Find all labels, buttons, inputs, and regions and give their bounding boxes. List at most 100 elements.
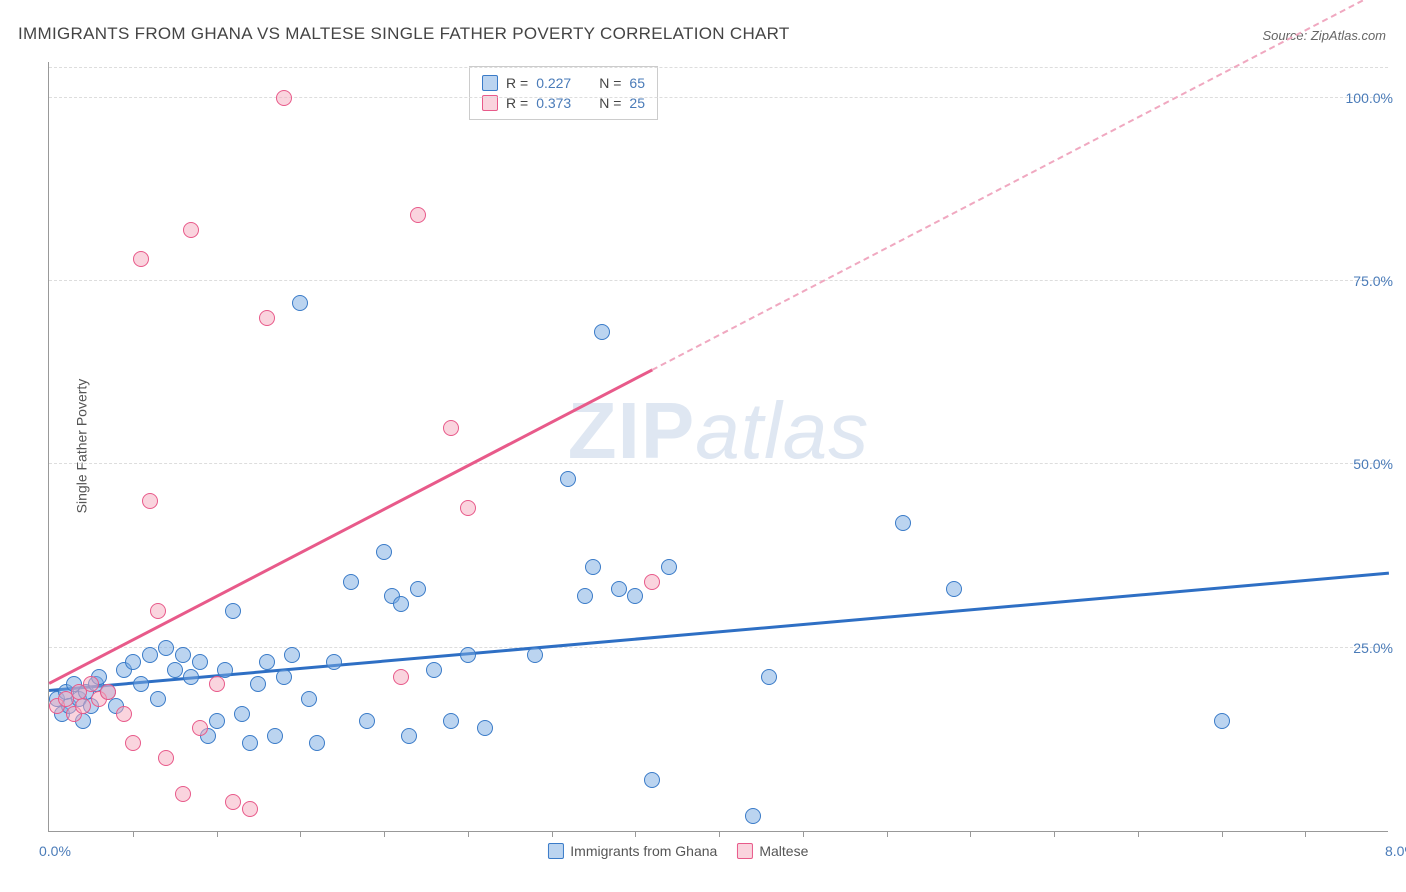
data-point-maltese bbox=[100, 684, 116, 700]
data-point-ghana bbox=[946, 581, 962, 597]
x-tick bbox=[970, 831, 971, 837]
n-value: 65 bbox=[629, 75, 645, 91]
x-tick bbox=[468, 831, 469, 837]
data-point-ghana bbox=[343, 574, 359, 590]
data-point-ghana bbox=[242, 735, 258, 751]
legend-swatch-maltese bbox=[737, 843, 753, 859]
data-point-ghana bbox=[611, 581, 627, 597]
data-point-ghana bbox=[644, 772, 660, 788]
r-value: 0.227 bbox=[536, 75, 571, 91]
data-point-ghana bbox=[175, 647, 191, 663]
data-point-ghana bbox=[426, 662, 442, 678]
data-point-maltese bbox=[125, 735, 141, 751]
data-point-maltese bbox=[644, 574, 660, 590]
data-point-maltese bbox=[460, 500, 476, 516]
data-point-ghana bbox=[661, 559, 677, 575]
data-point-maltese bbox=[175, 786, 191, 802]
trend-line-maltese-solid bbox=[48, 368, 652, 684]
data-point-ghana bbox=[133, 676, 149, 692]
data-point-ghana bbox=[209, 713, 225, 729]
data-point-ghana bbox=[259, 654, 275, 670]
data-point-maltese bbox=[242, 801, 258, 817]
y-tick-label: 75.0% bbox=[1343, 273, 1393, 289]
data-point-ghana bbox=[560, 471, 576, 487]
data-point-ghana bbox=[250, 676, 266, 692]
data-point-ghana bbox=[761, 669, 777, 685]
data-point-ghana bbox=[309, 735, 325, 751]
x-tick bbox=[1305, 831, 1306, 837]
data-point-ghana bbox=[401, 728, 417, 744]
gridline-h bbox=[49, 97, 1388, 98]
legend-swatch-ghana bbox=[482, 75, 498, 91]
x-tick bbox=[1054, 831, 1055, 837]
data-point-ghana bbox=[167, 662, 183, 678]
r-label: R = bbox=[506, 75, 528, 91]
data-point-ghana bbox=[292, 295, 308, 311]
correlation-legend: R =0.227N =65R =0.373N =25 bbox=[469, 66, 658, 120]
legend-label-maltese: Maltese bbox=[759, 843, 808, 859]
data-point-ghana bbox=[284, 647, 300, 663]
legend-item-ghana: Immigrants from Ghana bbox=[548, 843, 717, 859]
data-point-ghana bbox=[577, 588, 593, 604]
n-label: N = bbox=[599, 75, 621, 91]
data-point-maltese bbox=[393, 669, 409, 685]
data-point-maltese bbox=[116, 706, 132, 722]
data-point-maltese bbox=[150, 603, 166, 619]
data-point-ghana bbox=[1214, 713, 1230, 729]
data-point-ghana bbox=[477, 720, 493, 736]
data-point-maltese bbox=[75, 698, 91, 714]
data-point-ghana bbox=[183, 669, 199, 685]
data-point-ghana bbox=[443, 713, 459, 729]
x-tick bbox=[803, 831, 804, 837]
data-point-ghana bbox=[125, 654, 141, 670]
data-point-ghana bbox=[326, 654, 342, 670]
x-origin-label: 0.0% bbox=[39, 843, 71, 859]
data-point-ghana bbox=[234, 706, 250, 722]
x-tick bbox=[887, 831, 888, 837]
gridline-h bbox=[49, 463, 1388, 464]
data-point-ghana bbox=[267, 728, 283, 744]
x-tick bbox=[1222, 831, 1223, 837]
data-point-ghana bbox=[359, 713, 375, 729]
legend-swatch-ghana bbox=[548, 843, 564, 859]
data-point-maltese bbox=[158, 750, 174, 766]
data-point-ghana bbox=[142, 647, 158, 663]
data-point-ghana bbox=[627, 588, 643, 604]
x-tick bbox=[217, 831, 218, 837]
data-point-ghana bbox=[217, 662, 233, 678]
data-point-maltese bbox=[276, 90, 292, 106]
legend-item-maltese: Maltese bbox=[737, 843, 808, 859]
x-end-label: 8.0% bbox=[1385, 843, 1389, 859]
data-point-ghana bbox=[192, 654, 208, 670]
data-point-maltese bbox=[443, 420, 459, 436]
watermark-bold: ZIP bbox=[568, 386, 695, 475]
data-point-maltese bbox=[225, 794, 241, 810]
data-point-ghana bbox=[585, 559, 601, 575]
data-point-ghana bbox=[393, 596, 409, 612]
x-tick bbox=[635, 831, 636, 837]
data-point-ghana bbox=[376, 544, 392, 560]
data-point-maltese bbox=[133, 251, 149, 267]
gridline-h bbox=[49, 280, 1388, 281]
data-point-maltese bbox=[142, 493, 158, 509]
x-tick bbox=[300, 831, 301, 837]
x-tick bbox=[719, 831, 720, 837]
legend-stat-row-ghana: R = 0.227 N = 65 bbox=[482, 73, 645, 93]
data-point-ghana bbox=[150, 691, 166, 707]
data-point-ghana bbox=[410, 581, 426, 597]
x-tick bbox=[384, 831, 385, 837]
data-point-ghana bbox=[594, 324, 610, 340]
y-tick-label: 100.0% bbox=[1336, 90, 1393, 106]
data-point-maltese bbox=[209, 676, 225, 692]
data-point-ghana bbox=[301, 691, 317, 707]
chart-title: IMMIGRANTS FROM GHANA VS MALTESE SINGLE … bbox=[18, 24, 790, 44]
gridline-h bbox=[49, 67, 1388, 68]
data-point-maltese bbox=[410, 207, 426, 223]
data-point-ghana bbox=[527, 647, 543, 663]
data-point-maltese bbox=[259, 310, 275, 326]
data-point-ghana bbox=[276, 669, 292, 685]
data-point-ghana bbox=[745, 808, 761, 824]
data-point-ghana bbox=[895, 515, 911, 531]
data-point-maltese bbox=[183, 222, 199, 238]
chart-container: IMMIGRANTS FROM GHANA VS MALTESE SINGLE … bbox=[0, 0, 1406, 892]
